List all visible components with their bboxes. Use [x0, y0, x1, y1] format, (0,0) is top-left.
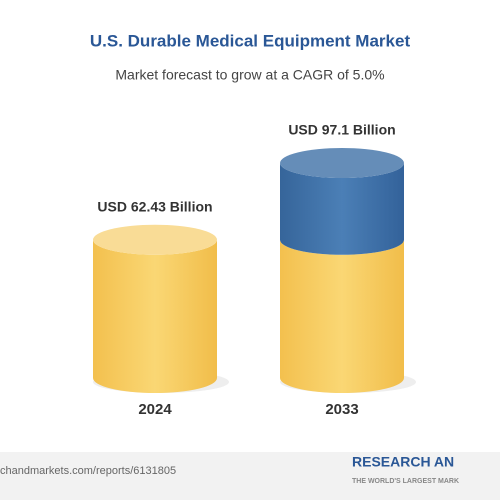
chart-subtitle: Market forecast to grow at a CAGR of 5.0…: [115, 67, 384, 83]
logo: RESEARCH AN: [352, 454, 454, 470]
cylinder-body: [280, 163, 404, 255]
value-label: USD 62.43 Billion: [97, 198, 212, 214]
logo-tagline: THE WORLD'S LARGEST MARK: [352, 478, 459, 485]
cylinder-top: [93, 224, 217, 255]
chart-title: U.S. Durable Medical Equipment Market: [90, 31, 411, 50]
x-tick-label: 2024: [138, 401, 172, 418]
cylinder-body: [280, 239, 404, 393]
footer-band: [0, 452, 500, 500]
value-label: USD 97.1 Billion: [288, 122, 395, 138]
cylinder-body: [93, 239, 217, 393]
source-url: chandmarkets.com/reports/6131805: [0, 465, 176, 477]
cylinder-top: [280, 148, 404, 178]
x-tick-label: 2033: [325, 401, 358, 418]
